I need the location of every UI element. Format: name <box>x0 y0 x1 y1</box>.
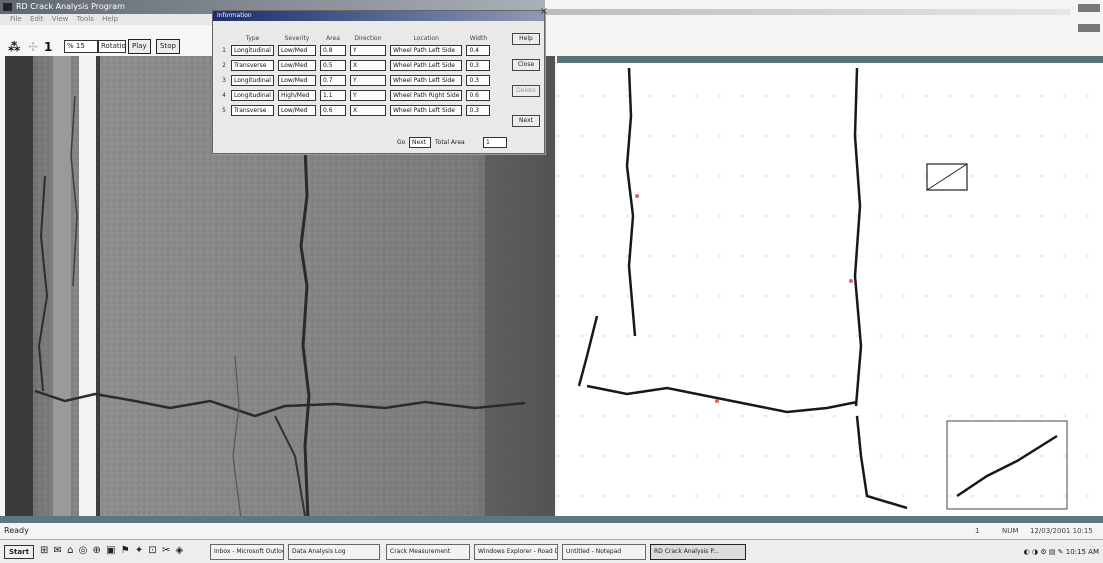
table-row[interactable]: 4 Longitudinal High/Med 1.1 Y Wheel Path… <box>219 88 492 103</box>
cell-width[interactable]: 0.4 <box>466 45 491 56</box>
taskbar-item[interactable]: Untitled - Notepad <box>562 544 646 560</box>
table-row[interactable]: 2 Transverse Low/Med 0.5 X Wheel Path Le… <box>219 58 492 73</box>
cell-direction[interactable]: Y <box>349 90 386 101</box>
grid-lines <box>557 95 1103 497</box>
crack-map-header-bar <box>557 56 1103 63</box>
crack-table: Type Severity Area Direction Location Wi… <box>219 33 492 118</box>
selection-box <box>946 420 1068 510</box>
cell-severity[interactable]: Low/Med <box>277 60 316 71</box>
select-tool-icon[interactable]: ⁂ <box>8 40 21 54</box>
taskbar-item[interactable]: Data Analysis Log <box>288 544 380 560</box>
taskbar-item[interactable]: Windows Explorer - Road Data <box>474 544 558 560</box>
col-direction: Direction <box>354 34 382 42</box>
cell-severity[interactable]: Low/Med <box>277 105 316 116</box>
restore-button[interactable] <box>1078 24 1100 32</box>
app-icon <box>3 3 12 11</box>
taskbar-item[interactable]: Crack Measurement <box>386 544 470 560</box>
cell-area[interactable]: 0.5 <box>319 60 346 71</box>
panel-footer-bar <box>0 516 1103 523</box>
col-severity: Severity <box>284 34 310 42</box>
menu-tools[interactable]: Tools <box>76 15 94 23</box>
go-label: Go <box>397 139 406 146</box>
next-button[interactable]: Next <box>512 115 540 127</box>
close-button[interactable]: Close <box>512 59 540 71</box>
stop-button[interactable]: Stop <box>156 39 180 54</box>
cell-direction[interactable]: Y <box>349 75 386 86</box>
taskbar-item-active[interactable]: RD Crack Analysis P... <box>650 544 746 560</box>
app-title: RD Crack Analysis Program <box>16 2 125 11</box>
cell-location[interactable]: Wheel Path Left Side <box>389 105 463 116</box>
crack-map-panel[interactable] <box>557 56 1103 519</box>
dialog-titlebar[interactable]: Information <box>213 11 544 21</box>
cell-area[interactable]: 0.6 <box>319 105 346 116</box>
help-button[interactable]: Help <box>512 33 540 45</box>
col-width: Width <box>469 34 488 42</box>
zoom-field[interactable]: % 15 <box>64 40 98 53</box>
cell-width[interactable]: 0.3 <box>466 75 491 86</box>
crack-map-drawing <box>557 67 1103 510</box>
cell-severity[interactable]: Low/Med <box>277 45 316 56</box>
table-row[interactable]: 3 Longitudinal Low/Med 0.7 Y Wheel Path … <box>219 73 492 88</box>
right-window-header <box>545 0 1103 56</box>
start-button[interactable]: Start <box>4 545 34 559</box>
taskbar: Start ⊞ ✉ ⌂ ◎ ⊕ ▣ ⚑ ✦ ⊡ ✂ ◈ Inbox - Micr… <box>0 539 1103 563</box>
cell-type[interactable]: Longitudinal <box>231 90 274 101</box>
play-button[interactable]: Play <box>128 39 151 54</box>
cell-width[interactable]: 0.6 <box>466 90 491 101</box>
minimize-button[interactable] <box>1078 4 1100 12</box>
cell-area[interactable]: 0.7 <box>319 75 346 86</box>
cell-width[interactable]: 0.3 <box>466 60 491 71</box>
right-window-titlebar[interactable] <box>545 9 1070 15</box>
delete-button[interactable]: Delete <box>512 85 540 97</box>
col-area: Area <box>326 34 340 42</box>
cell-type[interactable]: Transverse <box>231 105 274 116</box>
taskbar-item[interactable]: Inbox - Microsoft Outlook <box>210 544 284 560</box>
frame-number-icon[interactable]: 1 <box>44 40 53 54</box>
system-tray[interactable]: ◐ ◑ ⚙ ▤ ✎ 10:15 AM <box>1023 548 1099 556</box>
lane-marking <box>79 56 96 519</box>
cell-location[interactable]: Wheel Path Left Side <box>389 45 463 56</box>
col-type: Type <box>245 34 260 42</box>
close-icon[interactable]: × <box>539 6 548 17</box>
marker-point <box>715 399 719 403</box>
menu-edit[interactable]: Edit <box>29 15 44 23</box>
cell-type[interactable]: Transverse <box>231 60 274 71</box>
pointer-icon[interactable]: ✢ <box>28 40 39 54</box>
cell-location[interactable]: Wheel Path Left Side <box>389 60 463 71</box>
table-row[interactable]: 5 Transverse Low/Med 0.6 X Wheel Path Le… <box>219 103 492 118</box>
cell-location[interactable]: Wheel Path Left Side <box>389 75 463 86</box>
cell-type[interactable]: Longitudinal <box>231 75 274 86</box>
cell-severity[interactable]: Low/Med <box>277 75 316 86</box>
cell-width[interactable]: 0.3 <box>466 105 491 116</box>
cell-area[interactable]: 1.1 <box>319 90 346 101</box>
cell-direction[interactable]: Y <box>349 45 386 56</box>
cell-severity[interactable]: High/Med <box>277 90 316 101</box>
cell-location[interactable]: Wheel Path Right Side <box>389 90 463 101</box>
total-area-label: Total Area <box>435 139 465 146</box>
cell-area[interactable]: 0.8 <box>319 45 346 56</box>
go-next-field[interactable]: Next <box>409 137 431 148</box>
cell-direction[interactable]: X <box>349 60 386 71</box>
status-bar: Ready 1 NUM 12/03/2001 10:15 AM <box>0 523 1103 551</box>
annotation-box <box>926 163 968 191</box>
col-location: Location <box>413 34 439 42</box>
table-row[interactable]: 1 Longitudinal Low/Med 0.8 Y Wheel Path … <box>219 43 492 58</box>
menu-file[interactable]: File <box>10 15 22 23</box>
cell-direction[interactable]: X <box>349 105 386 116</box>
status-col-a: 1 <box>975 527 980 535</box>
quick-launch-icons[interactable]: ⊞ ✉ ⌂ ◎ ⊕ ▣ ⚑ ✦ ⊡ ✂ ◈ <box>40 545 185 556</box>
total-area-field[interactable]: 1 <box>483 137 507 148</box>
status-num: NUM <box>1002 527 1019 535</box>
cell-type[interactable]: Longitudinal <box>231 45 274 56</box>
menu-help[interactable]: Help <box>102 15 119 23</box>
rotation-field[interactable]: Rotation <box>98 40 126 53</box>
status-text: Ready <box>4 526 29 535</box>
crack-traces <box>577 67 1058 510</box>
menu-view[interactable]: View <box>51 15 69 23</box>
marker-point <box>635 194 639 198</box>
information-dialog[interactable]: Information × Type Severity Area Directi… <box>212 6 548 154</box>
marker-point <box>849 279 853 283</box>
